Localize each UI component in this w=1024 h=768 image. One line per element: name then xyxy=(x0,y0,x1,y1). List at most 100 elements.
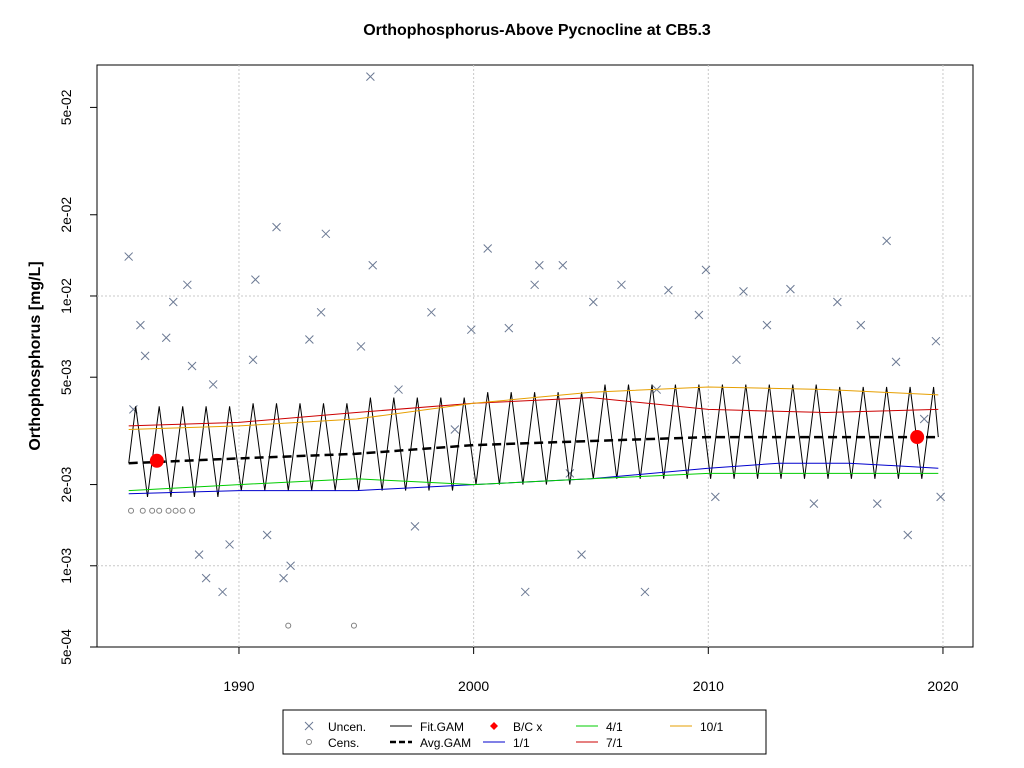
data-point xyxy=(187,361,197,371)
data-point xyxy=(739,287,748,296)
data-point xyxy=(664,285,673,295)
data-point xyxy=(366,72,375,82)
bc-point xyxy=(910,430,925,445)
series-line xyxy=(128,384,939,497)
data-point xyxy=(201,573,211,583)
data-point xyxy=(279,573,288,583)
data-point xyxy=(251,275,260,284)
censored-point xyxy=(149,507,156,514)
x-tick-label: 1990 xyxy=(223,678,254,694)
data-point xyxy=(762,320,772,330)
y-tick-label: 5e-03 xyxy=(58,359,74,395)
y-tick-label: 5e-04 xyxy=(58,629,74,665)
legend-label: B/C x xyxy=(513,720,542,734)
plot-frame xyxy=(96,64,974,648)
series-line xyxy=(128,397,939,427)
legend-symbol xyxy=(306,739,312,745)
legend-label: Uncen. xyxy=(328,720,366,734)
censored-point xyxy=(165,507,172,514)
data-point xyxy=(136,320,145,330)
data-point xyxy=(140,351,150,361)
data-point xyxy=(701,265,711,275)
data-point xyxy=(368,260,378,270)
y-tick-label: 2e-03 xyxy=(58,466,74,502)
censored-point xyxy=(128,507,135,514)
data-point xyxy=(732,355,741,365)
data-point xyxy=(882,236,891,246)
censored-point xyxy=(350,622,357,629)
data-point xyxy=(194,550,204,559)
data-point xyxy=(903,530,913,540)
censored-point xyxy=(179,507,186,514)
legend-label: 1/1 xyxy=(513,736,530,750)
data-point xyxy=(534,260,544,270)
data-point xyxy=(809,499,819,508)
data-point xyxy=(225,540,234,549)
series-line xyxy=(128,472,939,492)
data-point xyxy=(588,297,598,307)
x-tick-label: 2000 xyxy=(458,678,489,694)
data-point xyxy=(936,492,945,502)
series-line xyxy=(128,386,939,430)
bc-point xyxy=(149,453,164,468)
series-line xyxy=(128,462,939,495)
data-point xyxy=(410,522,420,531)
censored-point xyxy=(139,507,146,514)
data-point xyxy=(305,335,314,344)
data-point xyxy=(427,307,436,317)
y-tick-label: 2e-02 xyxy=(58,197,74,233)
legend-label: Avg.GAM xyxy=(420,736,471,750)
data-point xyxy=(931,336,941,346)
data-point xyxy=(640,587,650,597)
data-point xyxy=(218,587,227,597)
data-point xyxy=(504,323,514,333)
censored-point xyxy=(285,622,292,629)
legend-label: Fit.GAM xyxy=(420,720,464,734)
series-line xyxy=(128,435,939,465)
data-point xyxy=(577,550,586,559)
data-point xyxy=(710,492,720,502)
data-point xyxy=(466,325,476,335)
data-point xyxy=(450,425,460,434)
data-point xyxy=(182,280,192,290)
data-point xyxy=(321,229,331,239)
legend-box xyxy=(282,709,767,755)
data-point xyxy=(208,380,218,389)
data-point xyxy=(833,297,842,307)
censored-point xyxy=(156,507,163,514)
data-point xyxy=(286,561,295,571)
legend-symbol xyxy=(490,722,498,730)
data-point xyxy=(617,280,626,290)
data-point xyxy=(248,355,258,365)
legend-label: 4/1 xyxy=(606,720,623,734)
censored-point xyxy=(172,507,179,514)
data-point xyxy=(891,357,901,367)
censored-point xyxy=(189,507,196,514)
data-point xyxy=(316,307,326,317)
y-tick-label: 1e-03 xyxy=(58,548,74,584)
data-point xyxy=(161,333,171,343)
data-point xyxy=(262,530,272,540)
data-point xyxy=(786,284,795,294)
y-tick-label: 5e-02 xyxy=(58,89,74,125)
x-tick-label: 2020 xyxy=(927,678,958,694)
data-point xyxy=(394,385,403,394)
x-tick-label: 2010 xyxy=(693,678,724,694)
data-point xyxy=(272,222,281,232)
legend-label: Cens. xyxy=(328,736,359,750)
data-point xyxy=(124,252,134,261)
data-point xyxy=(168,297,178,307)
data-point xyxy=(565,469,575,478)
data-point xyxy=(356,342,366,351)
y-tick-label: 1e-02 xyxy=(58,278,74,314)
data-point xyxy=(919,414,929,424)
data-point xyxy=(520,587,530,597)
legend-label: 10/1 xyxy=(700,720,724,734)
data-point xyxy=(856,320,866,330)
data-point xyxy=(530,280,540,290)
data-point xyxy=(558,260,568,270)
y-axis-label: Orthophosphorus [mg/L] xyxy=(27,261,44,450)
legend-label: 7/1 xyxy=(606,736,623,750)
